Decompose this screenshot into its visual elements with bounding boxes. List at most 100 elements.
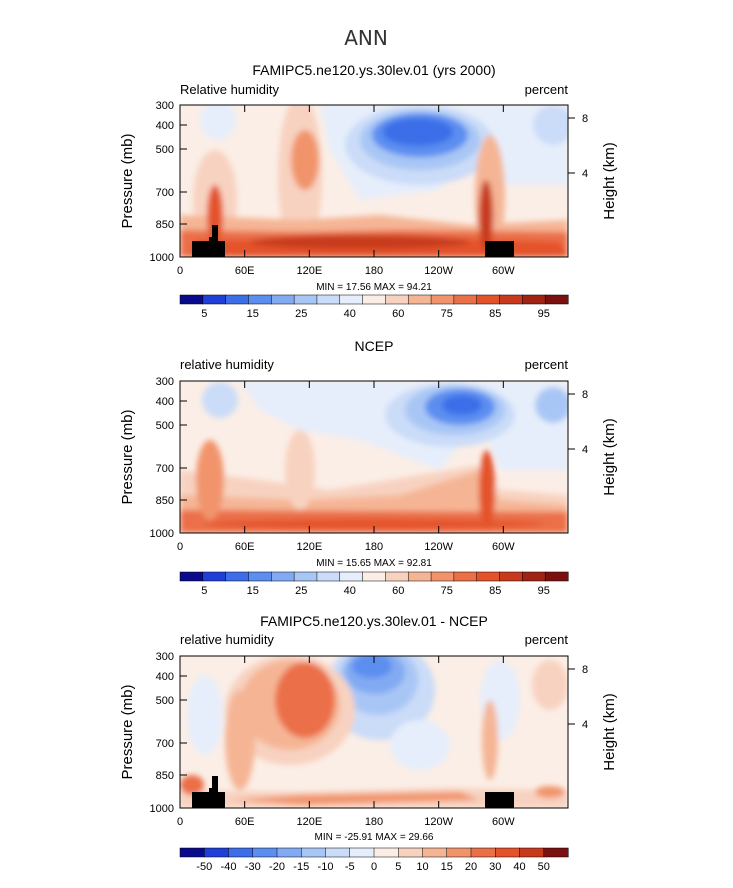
colorbar-swatch — [248, 571, 272, 582]
right-axis-label: Height (km) — [601, 418, 618, 496]
colorbar-swatch — [495, 847, 521, 858]
x-tick-label: 120E — [296, 541, 322, 553]
y-tick-label: 1000 — [150, 803, 174, 815]
colorbar-swatch — [204, 847, 230, 858]
colorbar-swatch — [179, 294, 204, 305]
colorbar-label: 40 — [513, 861, 525, 873]
colorbar-label: -50 — [196, 861, 212, 873]
y-tick-label: 700 — [156, 463, 174, 475]
y-tick-label: 850 — [156, 495, 174, 507]
x-tick-label: 60W — [492, 541, 515, 553]
colorbar-swatch — [544, 294, 569, 305]
y-tick-label: 500 — [156, 695, 174, 707]
colorbar-label: 25 — [295, 308, 307, 320]
colorbar-swatch — [522, 294, 546, 305]
topography-mask — [485, 241, 514, 257]
y-tick-label: 700 — [156, 738, 174, 750]
colorbar-swatch — [385, 294, 409, 305]
colorbar-swatch — [430, 571, 455, 582]
colorbar-label: 95 — [538, 308, 550, 320]
colorbar-swatch — [446, 847, 472, 858]
right-tick-label: 4 — [582, 168, 588, 180]
units-label: percent — [525, 632, 569, 647]
right-tick-label: 4 — [582, 719, 588, 731]
right-tick-label: 8 — [582, 664, 588, 676]
topography-mask — [192, 225, 225, 257]
figure-title: ANN — [344, 26, 388, 50]
y-tick-label: 400 — [156, 396, 174, 408]
colorbar-label: 85 — [489, 308, 501, 320]
colorbar-swatch — [476, 571, 501, 582]
x-tick-label: 60W — [492, 265, 515, 277]
colorbar-label: 30 — [489, 861, 501, 873]
colorbar-swatch — [179, 847, 205, 858]
colorbar-swatch — [276, 847, 302, 858]
colorbar-swatch — [398, 847, 424, 858]
colorbar-label: 50 — [538, 861, 550, 873]
colorbar-swatch — [293, 571, 318, 582]
x-tick-label: 0 — [177, 265, 183, 277]
contour-field — [180, 656, 568, 808]
y-axis-label: Pressure (mb) — [119, 133, 136, 228]
colorbar-label: 75 — [441, 308, 453, 320]
y-axis-label: Pressure (mb) — [119, 409, 136, 504]
min-max-stats: MIN = -25.91 MAX = 29.66 — [315, 832, 434, 843]
x-tick-label: 60E — [235, 541, 255, 553]
colorbar-label: -10 — [318, 861, 334, 873]
y-tick-label: 500 — [156, 144, 174, 156]
x-tick-label: 120W — [424, 541, 453, 553]
min-max-stats: MIN = 15.65 MAX = 92.81 — [316, 558, 432, 569]
colorbar-swatch — [453, 294, 478, 305]
right-axis-label: Height (km) — [601, 693, 618, 771]
y-tick-label: 400 — [156, 671, 174, 683]
x-tick-label: 180 — [365, 816, 383, 828]
y-axis-label: Pressure (mb) — [119, 684, 136, 779]
colorbar-swatch — [225, 571, 250, 582]
colorbar-swatch — [271, 571, 295, 582]
panel-difference: FAMIPC5.ne120.ys.30lev.01 - NCEP relativ… — [119, 613, 618, 873]
colorbar-label: -20 — [269, 861, 285, 873]
colorbar-label: 85 — [489, 585, 501, 597]
colorbar-swatch — [373, 847, 399, 858]
colorbar-swatch — [519, 847, 545, 858]
units-label: percent — [525, 357, 569, 372]
colorbar-swatch — [476, 294, 501, 305]
y-tick-label: 1000 — [150, 528, 174, 540]
colorbar-label: 95 — [538, 585, 550, 597]
colorbar-swatch — [325, 847, 351, 858]
colorbar-label: 20 — [465, 861, 477, 873]
x-tick-label: 0 — [177, 816, 183, 828]
y-tick-label: 300 — [156, 651, 174, 663]
colorbar-label: 60 — [392, 308, 404, 320]
colorbar-swatch — [228, 847, 254, 858]
min-max-stats: MIN = 17.56 MAX = 94.21 — [316, 282, 432, 293]
x-tick-label: 120E — [296, 816, 322, 828]
right-axis-label: Height (km) — [601, 142, 618, 220]
colorbar-swatch — [407, 294, 432, 305]
colorbar-swatch — [252, 847, 278, 858]
colorbar-swatch — [522, 571, 546, 582]
x-tick-label: 60E — [235, 265, 255, 277]
colorbar-swatch — [349, 847, 375, 858]
colorbar-swatch — [453, 571, 478, 582]
x-tick-label: 180 — [365, 541, 383, 553]
panel-title: NCEP — [355, 338, 394, 354]
colorbar-label: 40 — [344, 308, 356, 320]
colorbar-label: -30 — [245, 861, 261, 873]
colorbar-label: -15 — [293, 861, 309, 873]
topography-mask — [192, 776, 225, 808]
colorbar-label: 10 — [416, 861, 428, 873]
colorbar-swatch — [179, 571, 204, 582]
contour-field — [180, 105, 568, 257]
topography-mask — [485, 792, 514, 808]
colorbar-label: 60 — [392, 585, 404, 597]
colorbar-swatch — [499, 571, 523, 582]
y-tick-label: 700 — [156, 187, 174, 199]
panel-model: FAMIPC5.ne120.ys.30lev.01 (yrs 2000) Rel… — [119, 62, 618, 320]
colorbar-label: 5 — [395, 861, 401, 873]
y-tick-label: 300 — [156, 376, 174, 388]
x-tick-label: 60W — [492, 816, 515, 828]
y-tick-label: 500 — [156, 420, 174, 432]
colorbar-swatch — [293, 294, 318, 305]
